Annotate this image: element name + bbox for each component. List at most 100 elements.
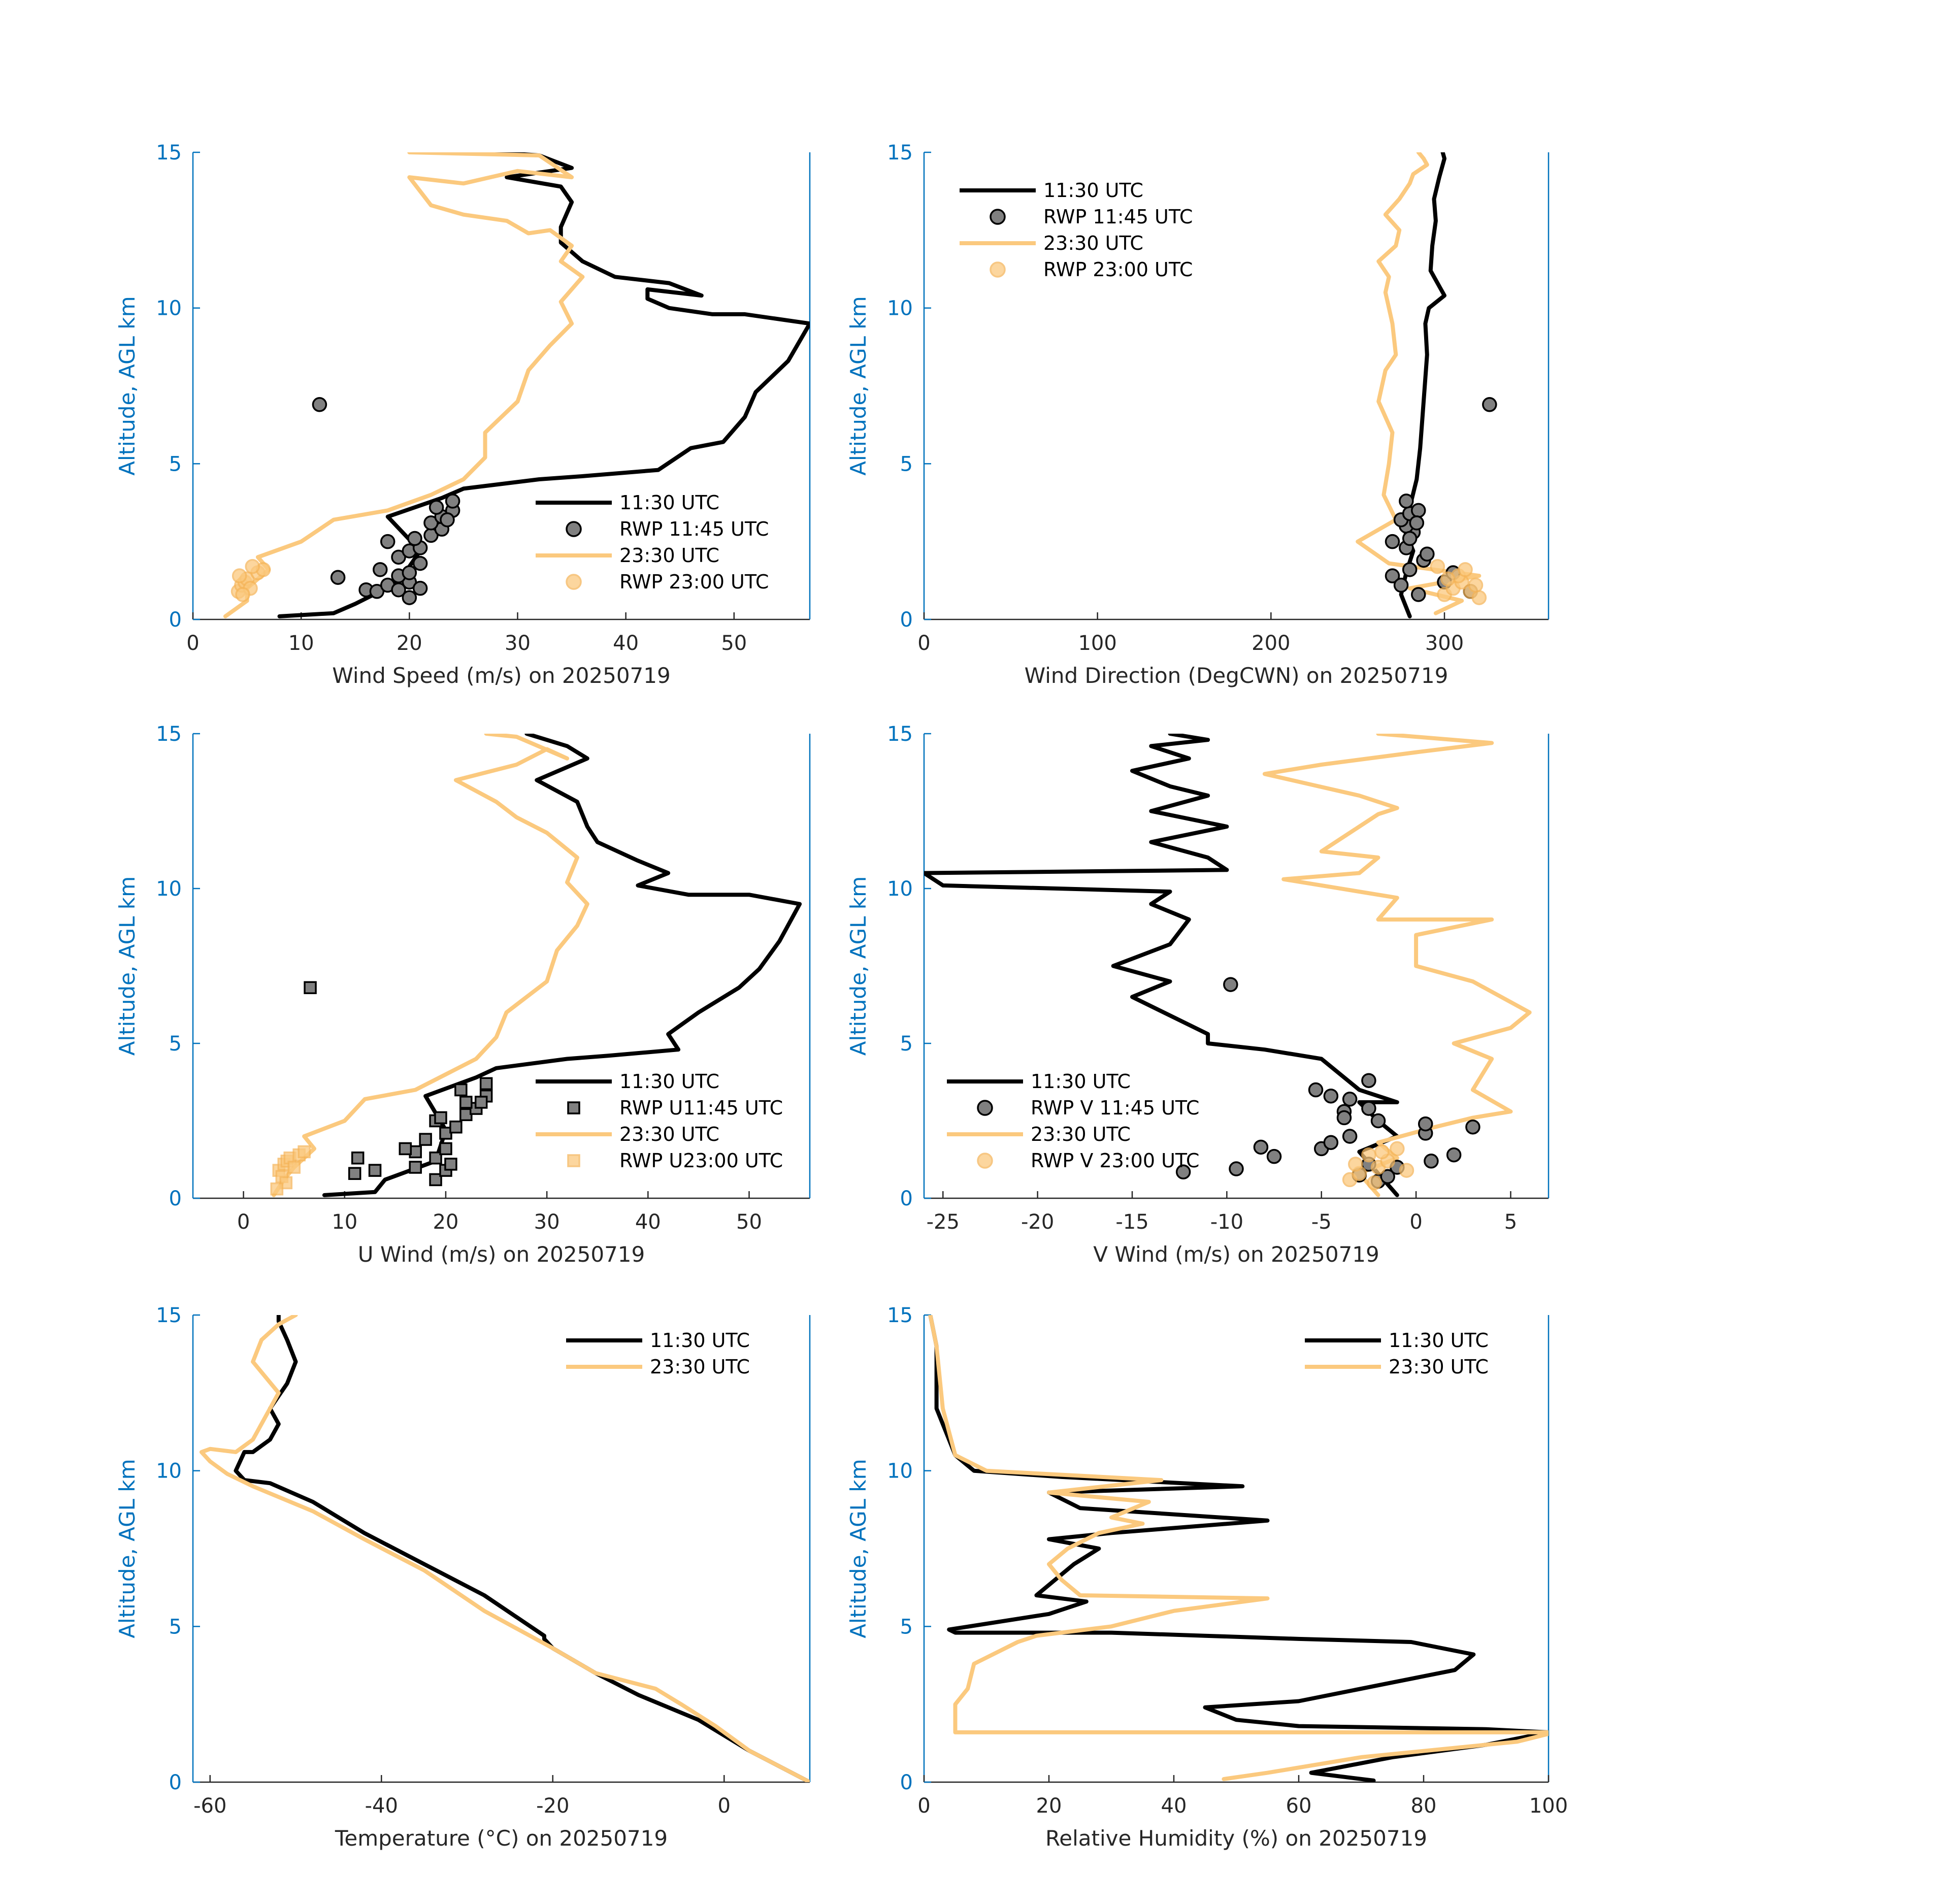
y-axis-label: Altitude, AGL km (846, 876, 871, 1056)
rwp-point (1458, 562, 1473, 577)
legend-label: 23:30 UTC (1043, 232, 1143, 254)
rwp-point (399, 1142, 412, 1156)
rwp-point (1348, 1157, 1363, 1172)
series-line-1130-utc (277, 152, 810, 618)
rwp-point (1380, 1169, 1395, 1185)
x-tick-label: 0 (718, 1794, 731, 1818)
x-tick-label: 10 (332, 1210, 357, 1234)
rwp-point (1370, 1113, 1386, 1129)
rwp-point (419, 1133, 432, 1146)
legend-label: RWP 11:45 UTC (1043, 206, 1193, 228)
rwp-point (1385, 534, 1400, 549)
x-axis-label: Temperature (°C) on 20250719 (335, 1826, 668, 1851)
y-tick-label: 5 (169, 1032, 182, 1056)
rwp-point (1223, 977, 1238, 992)
rwp-point (459, 1096, 473, 1109)
legend-label: 11:30 UTC (1031, 1070, 1131, 1093)
rwp-point (373, 562, 388, 577)
legend-label: RWP V 23:00 UTC (1031, 1150, 1199, 1172)
x-tick-label: 40 (635, 1210, 661, 1234)
series-line-2330-utc (223, 152, 585, 618)
rwp-point (1402, 562, 1418, 577)
legend-label: RWP 23:00 UTC (619, 571, 769, 593)
y-tick-label: 15 (156, 141, 182, 165)
y-tick-label: 10 (887, 1460, 913, 1483)
rwp-point (1229, 1161, 1244, 1176)
x-tick-label: 20 (1036, 1794, 1062, 1818)
rwp-point (445, 494, 460, 509)
rwp-point (1336, 1110, 1352, 1126)
rwp-point (1402, 531, 1418, 546)
rwp-point (1440, 571, 1456, 587)
legend-label: RWP U23:00 UTC (619, 1150, 783, 1172)
legend-square-swatch (567, 1101, 580, 1114)
legend-circle-swatch (566, 574, 582, 590)
rwp-point (479, 1077, 493, 1091)
series-line-1130-utc (928, 1315, 1549, 1782)
rwp-point (429, 1173, 442, 1187)
y-tick-label: 15 (887, 141, 913, 165)
rwp-point (1468, 577, 1484, 593)
legend: 11:30 UTC RWP 11:45 UTC 23:30 UTC RWP 23:00… (960, 179, 1193, 281)
x-tick-label: 20 (433, 1210, 458, 1234)
rwp-point (1175, 1164, 1191, 1179)
legend-label: 11:30 UTC (619, 491, 719, 514)
rwp-point (1390, 1141, 1405, 1157)
rwp-point (1471, 590, 1487, 605)
y-tick-label: 10 (887, 297, 913, 320)
rwp-point (402, 590, 417, 605)
x-tick-label: -25 (927, 1210, 960, 1234)
rwp-point (270, 1182, 284, 1196)
legend-label: 23:30 UTC (1031, 1123, 1131, 1145)
rwp-point (1361, 1073, 1376, 1088)
rwp-point (1323, 1088, 1339, 1104)
rwp-point (330, 570, 346, 585)
x-axis-label: Wind Direction (DegCWN) on 20250719 (1025, 663, 1449, 688)
rwp-point (312, 397, 327, 412)
rwp-point (1253, 1139, 1269, 1155)
y-axis-label: Altitude, AGL km (115, 1459, 140, 1638)
y-tick-label: 5 (900, 452, 913, 476)
y-tick-label: 0 (900, 1187, 913, 1210)
rwp-point (423, 515, 439, 531)
x-axis-label: Wind Speed (m/s) on 20250719 (332, 663, 670, 688)
x-tick-label: -5 (1311, 1210, 1332, 1234)
y-tick-label: 10 (887, 877, 913, 901)
legend-label: 23:30 UTC (619, 1123, 719, 1145)
rwp-point (407, 531, 422, 546)
rwp-point (449, 1120, 463, 1134)
rwp-point (391, 549, 406, 565)
rwp-point (1266, 1148, 1282, 1164)
rwp-point (1430, 559, 1445, 574)
x-tick-label: -60 (193, 1794, 226, 1818)
rwp-point (439, 1142, 452, 1156)
legend-label: RWP 11:45 UTC (619, 518, 769, 540)
x-tick-label: 0 (917, 632, 930, 655)
legend-label: 23:30 UTC (619, 544, 719, 567)
rwp-point (1411, 587, 1426, 602)
rwp-point (1393, 577, 1409, 593)
rwp-point (1342, 1092, 1358, 1107)
panel-u-wind: 0 10 20 30 40 50 0 5 10 15 U Wind (m/s) on 2025071… (115, 723, 811, 1267)
legend: 11:30 UTC RWP V 11:45 UTC 23:30 UTC RWP V 2… (947, 1070, 1199, 1172)
y-tick-label: 15 (887, 1304, 913, 1327)
series-line-2330-utc (1262, 734, 1532, 1197)
rwp-point (412, 555, 428, 571)
rwp-point (1409, 515, 1425, 531)
x-axis-label: Relative Humidity (%) on 20250719 (1045, 1826, 1427, 1851)
x-tick-label: 40 (1161, 1794, 1187, 1818)
x-tick-label: 50 (736, 1210, 762, 1234)
x-tick-label: 80 (1411, 1794, 1437, 1818)
rwp-point (1367, 1175, 1382, 1191)
y-axis-label: Altitude, AGL km (115, 876, 140, 1056)
x-tick-label: -20 (536, 1794, 569, 1818)
legend-circle-swatch (990, 209, 1006, 225)
legend-circle-swatch (977, 1153, 993, 1169)
rwp-point (1308, 1082, 1324, 1098)
rwp-point (412, 580, 428, 596)
x-tick-label: 100 (1078, 632, 1116, 655)
plot-area (199, 1315, 810, 1782)
y-axis-label: Altitude, AGL km (846, 1459, 871, 1638)
plot-area (223, 152, 810, 618)
